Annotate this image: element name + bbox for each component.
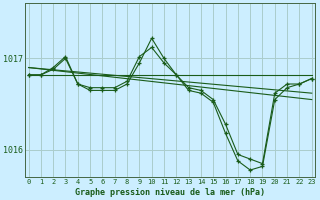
X-axis label: Graphe pression niveau de la mer (hPa): Graphe pression niveau de la mer (hPa) [75, 188, 265, 197]
